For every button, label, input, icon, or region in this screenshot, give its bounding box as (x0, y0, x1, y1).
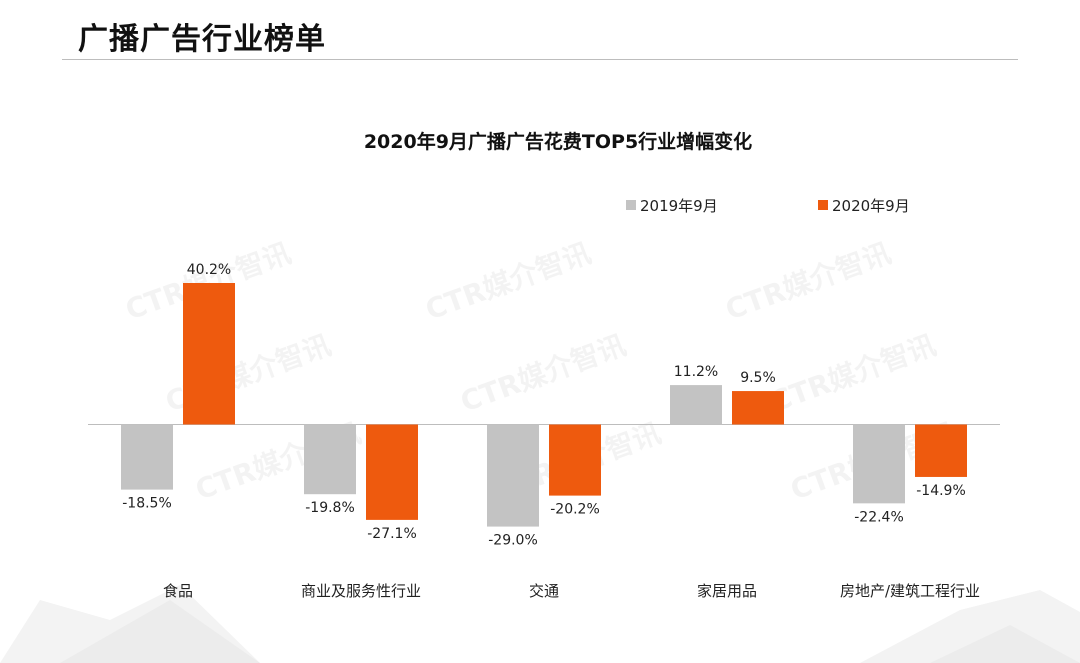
bar-2-series-2 (366, 424, 418, 520)
data-label-4-series-1: 11.2% (674, 364, 718, 380)
watermark-text: CTR媒介智讯 (721, 236, 895, 326)
legend-label-1: 2019年9月 (640, 197, 718, 215)
bar-4-series-2 (732, 391, 784, 425)
bars (121, 282, 967, 527)
data-label-5-series-1: -22.4% (854, 509, 904, 525)
category-label-2: 商业及服务性行业 (301, 582, 421, 600)
bar-4-series-1 (670, 385, 722, 425)
title-divider (62, 59, 1018, 60)
bar-3-series-1 (487, 424, 539, 527)
watermark-text: CTR媒介智讯 (456, 328, 630, 418)
data-label-3-series-1: -29.0% (488, 533, 538, 549)
bar-1-series-1 (121, 424, 173, 490)
data-label-1-series-1: -18.5% (122, 496, 172, 512)
bar-5-series-1 (853, 424, 905, 504)
category-label-4: 家居用品 (697, 582, 757, 600)
bar-5-series-2 (915, 424, 967, 477)
category-label-5: 房地产/建筑工程行业 (840, 582, 980, 600)
page-title: 广播广告行业榜单 (78, 22, 326, 57)
legend: 2019年9月 2020年9月 (626, 197, 910, 215)
data-label-1-series-2: 40.2% (187, 262, 231, 278)
data-label-4-series-2: 9.5% (740, 370, 776, 386)
legend-swatch-2 (818, 200, 828, 210)
legend-label-2: 2020年9月 (832, 197, 910, 215)
data-labels: -18.5% 40.2% -19.8% -27.1% -29.0% -20.2% 11.2%… (122, 262, 966, 549)
data-label-5-series-2: -14.9% (916, 483, 966, 499)
data-label-3-series-2: -20.2% (550, 502, 600, 518)
bar-3-series-2 (549, 424, 601, 496)
watermark-layer: CTR媒介智讯CTR媒介智讯CTR媒介智讯CTR媒介智讯CTR媒介智讯CTR媒介… (121, 236, 960, 506)
category-label-3: 交通 (529, 582, 559, 600)
bar-1-series-2 (183, 282, 235, 425)
data-label-2-series-1: -19.8% (305, 500, 355, 516)
bar-2-series-1 (304, 424, 356, 495)
data-label-2-series-2: -27.1% (367, 526, 417, 542)
watermark-text: CTR媒介智讯 (421, 236, 595, 326)
category-labels: 食品 商业及服务性行业 交通 家居用品 房地产/建筑工程行业 (163, 582, 980, 600)
category-label-1: 食品 (163, 582, 193, 600)
legend-swatch-1 (626, 200, 636, 210)
chart-title: 2020年9月广播广告花费TOP5行业增幅变化 (364, 130, 752, 153)
watermark-text: CTR媒介智讯 (766, 328, 940, 418)
